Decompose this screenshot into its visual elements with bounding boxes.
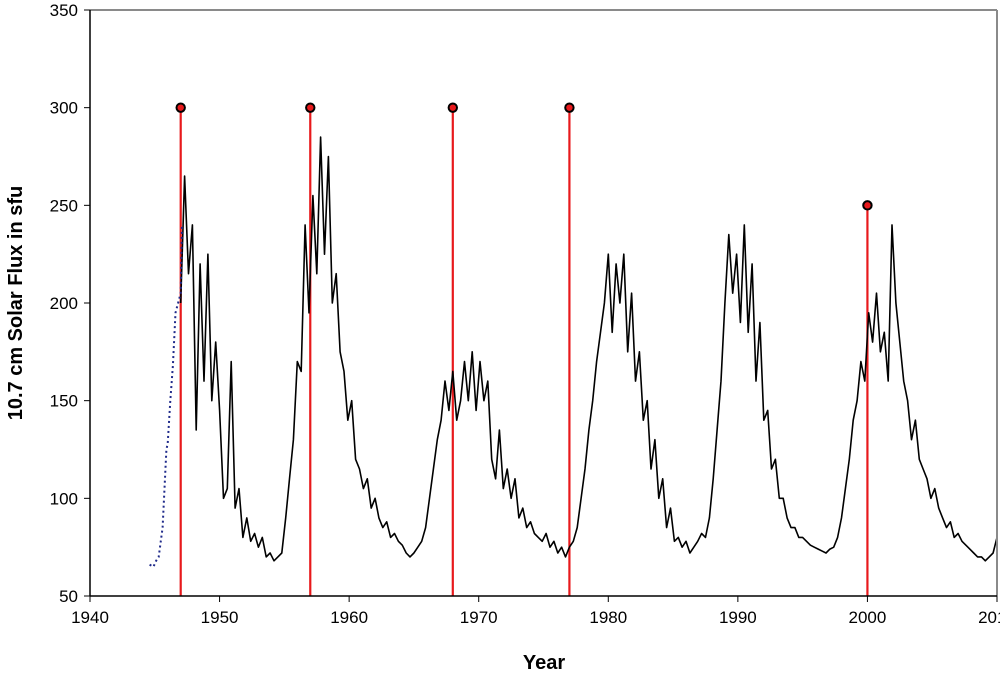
solar-flux-series-line bbox=[179, 136, 998, 562]
x-tick-label: 2000 bbox=[849, 608, 887, 627]
y-tick-label: 50 bbox=[59, 587, 78, 606]
x-tick-label: 1950 bbox=[201, 608, 239, 627]
x-tick-label: 2010 bbox=[978, 608, 1000, 627]
marker-lines bbox=[179, 107, 869, 596]
y-tick-label: 200 bbox=[50, 294, 78, 313]
x-tick-label: 1970 bbox=[460, 608, 498, 627]
x-axis-title: Year bbox=[523, 652, 565, 674]
plot-area bbox=[90, 10, 997, 596]
marker-dot bbox=[447, 102, 458, 113]
y-tick-label: 150 bbox=[50, 392, 78, 411]
y-tick-label: 350 bbox=[50, 1, 78, 20]
y-tick-label: 250 bbox=[50, 196, 78, 215]
marker-dot bbox=[305, 102, 316, 113]
marker-dot bbox=[564, 102, 575, 113]
y-tick-label: 100 bbox=[50, 489, 78, 508]
y-axis-title: 10.7 cm Solar Flux in sfu bbox=[5, 186, 27, 421]
series-layer bbox=[149, 136, 998, 568]
x-tick-label: 1960 bbox=[330, 608, 368, 627]
x-tick-label: 1940 bbox=[71, 608, 109, 627]
x-tick-label: 1980 bbox=[589, 608, 627, 627]
x-tick-label: 1990 bbox=[719, 608, 757, 627]
marker-dot bbox=[862, 200, 873, 211]
marker-dots bbox=[175, 102, 873, 211]
early-flux-series-line bbox=[149, 224, 183, 568]
marker-dot bbox=[175, 102, 186, 113]
axis-ticks: 1940 1950 1960 1970 1980 1990 2000 2010 50 100 150… bbox=[50, 1, 1000, 627]
y-tick-label: 300 bbox=[50, 99, 78, 118]
